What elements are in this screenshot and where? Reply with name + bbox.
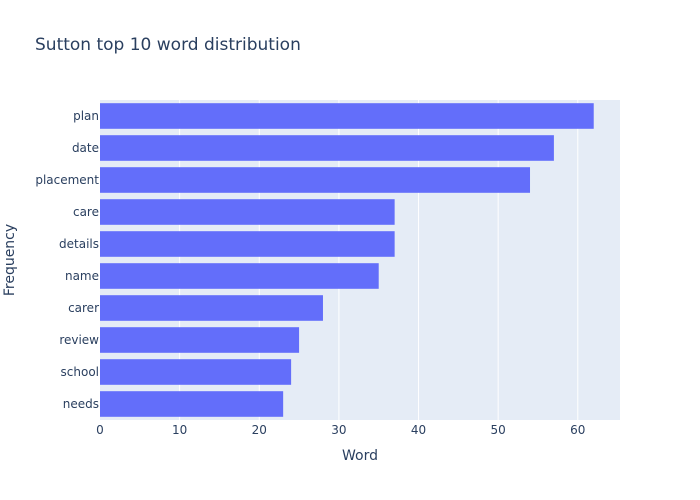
bar-placement (100, 167, 531, 193)
bar-carer (100, 295, 323, 321)
x-tick-label: 50 (491, 423, 506, 437)
y-tick-label: review (59, 333, 99, 347)
bar-date (100, 135, 554, 161)
y-tick-label: carer (68, 301, 99, 315)
x-tick-label: 40 (411, 423, 426, 437)
bar-name (100, 263, 379, 289)
bar-details (100, 231, 395, 257)
x-tick-label: 60 (570, 423, 585, 437)
bar-school (100, 359, 292, 385)
bar-review (100, 327, 300, 353)
x-tick-label: 0 (96, 423, 104, 437)
bar-care (100, 199, 395, 225)
x-tick-label: 20 (252, 423, 267, 437)
x-axis-title: Word (342, 448, 378, 464)
y-axis-ticks: plan date placement care details name carer rev… (35, 109, 99, 411)
y-tick-label: date (72, 141, 99, 155)
bar-needs (100, 391, 284, 417)
y-tick-label: details (59, 237, 99, 251)
y-tick-label: name (65, 269, 99, 283)
y-tick-label: needs (63, 397, 99, 411)
bars (100, 103, 594, 417)
y-tick-label: care (73, 205, 99, 219)
x-tick-label: 30 (331, 423, 346, 437)
y-tick-label: plan (73, 109, 99, 123)
y-tick-label: school (61, 365, 99, 379)
chart-title: Sutton top 10 word distribution (35, 35, 301, 55)
y-axis-title: Frequency (2, 224, 18, 296)
y-tick-label: placement (35, 173, 99, 187)
x-tick-label: 10 (172, 423, 187, 437)
x-axis-ticks: 0 10 20 30 40 50 60 (96, 423, 585, 437)
bar-plan (100, 103, 594, 129)
